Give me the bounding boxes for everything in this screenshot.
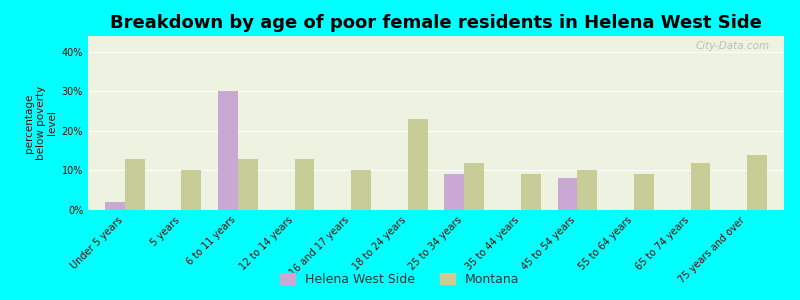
Bar	[747, 154, 767, 210]
Bar	[238, 159, 258, 210]
Bar	[408, 119, 427, 210]
Bar	[464, 163, 484, 210]
Bar	[445, 174, 464, 210]
Title: Breakdown by age of poor female residents in Helena West Side: Breakdown by age of poor female resident…	[110, 14, 762, 32]
Bar	[105, 202, 125, 210]
Bar	[351, 170, 371, 210]
Text: City-Data.com: City-Data.com	[696, 41, 770, 51]
Bar	[634, 174, 654, 210]
Bar	[294, 159, 314, 210]
Bar	[125, 159, 145, 210]
Legend: Helena West Side, Montana: Helena West Side, Montana	[275, 268, 525, 291]
Bar	[578, 170, 598, 210]
Bar	[521, 174, 541, 210]
Bar	[218, 92, 238, 210]
Bar	[558, 178, 578, 210]
Bar	[182, 170, 201, 210]
Bar	[690, 163, 710, 210]
Y-axis label: percentage
below poverty
level: percentage below poverty level	[24, 86, 58, 160]
